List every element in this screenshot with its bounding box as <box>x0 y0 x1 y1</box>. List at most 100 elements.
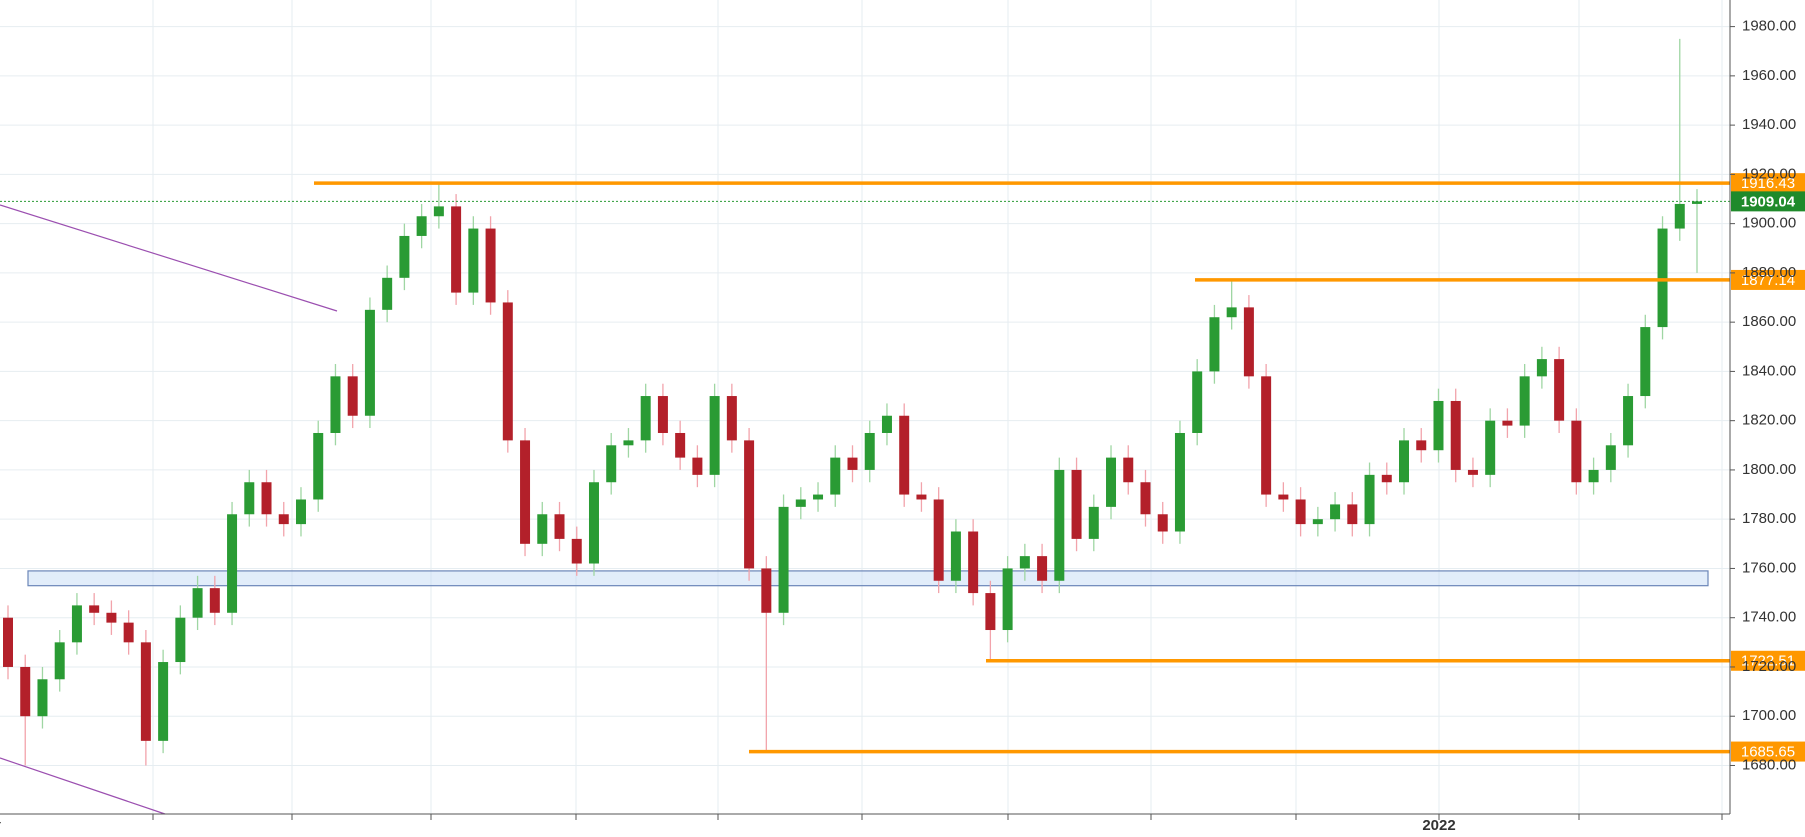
x-tick-label: r <box>0 817 1 834</box>
y-tick-label: 1820.00 <box>1742 412 1796 429</box>
candle-body <box>1536 359 1547 377</box>
candle-body <box>227 514 238 613</box>
candle-body <box>123 622 134 643</box>
candle-body <box>1123 457 1134 483</box>
support-zone <box>27 570 1709 587</box>
candle-body <box>692 457 703 475</box>
zone-layer <box>27 570 1709 587</box>
candle-body <box>675 432 686 458</box>
candle-body <box>1657 228 1668 328</box>
candle-body <box>1605 445 1616 470</box>
y-tick-label: 1880.00 <box>1742 264 1796 281</box>
candle-body <box>864 432 875 470</box>
candle-body <box>1088 506 1099 539</box>
candle-body <box>623 440 634 446</box>
candle-body <box>1209 317 1220 372</box>
candle-body <box>295 499 306 525</box>
candle-body <box>1381 474 1392 483</box>
candle-body <box>1674 203 1685 229</box>
y-tick-label: 1860.00 <box>1742 313 1796 330</box>
level-label: 1916.43 <box>1741 175 1795 192</box>
y-tick-label: 1900.00 <box>1742 215 1796 232</box>
candle-body <box>1019 556 1030 569</box>
candle-body <box>1243 307 1254 377</box>
candle-body <box>657 396 668 433</box>
candle-body <box>1640 327 1651 397</box>
candle-body <box>1571 420 1582 483</box>
candle-body <box>899 415 910 495</box>
candle-body <box>244 482 255 515</box>
level-label-bg <box>1731 173 1805 194</box>
candle-body <box>1174 432 1185 532</box>
candle-body <box>1502 420 1513 426</box>
candle-body <box>1106 457 1117 507</box>
levels: 1916.43 1877.14 1722.51 1685.65 1909.04 <box>0 173 1805 762</box>
candle-body <box>588 482 599 564</box>
candle-body <box>950 531 961 581</box>
last-price-label: 1909.04 <box>1741 193 1796 210</box>
candle-body <box>468 228 479 293</box>
candle-body <box>175 617 186 663</box>
y-tick-label: 1680.00 <box>1742 756 1796 773</box>
candle-body <box>933 499 944 581</box>
candle-body <box>778 506 789 613</box>
y-tick-label: 1700.00 <box>1742 707 1796 724</box>
candle-body <box>502 302 513 441</box>
candle-body <box>1330 504 1341 520</box>
x-tick-label: 2022 <box>1422 817 1455 834</box>
candle-body <box>1140 482 1151 515</box>
candle-body <box>537 514 548 544</box>
candle-body <box>278 514 289 525</box>
candle-body <box>1312 519 1323 525</box>
candle-body <box>985 593 996 631</box>
level-label: 1685.65 <box>1741 744 1795 761</box>
candle-body <box>433 206 444 217</box>
candle-body <box>1347 504 1358 525</box>
candle-body <box>1623 396 1634 446</box>
candle-body <box>416 216 427 236</box>
candle-body <box>795 499 806 507</box>
candles <box>3 38 1702 766</box>
candle-body <box>813 494 824 500</box>
candle-body <box>261 482 272 515</box>
candle-body <box>1399 440 1410 483</box>
candle-body <box>485 228 496 303</box>
candle-body <box>140 642 151 741</box>
candle-body <box>916 494 927 500</box>
candle-body <box>709 396 720 475</box>
candle-body <box>106 612 117 623</box>
candle-body <box>726 396 737 441</box>
candle-body <box>71 605 82 643</box>
last-price-bg <box>1731 191 1805 212</box>
candle-body <box>571 538 582 564</box>
candle-body <box>1692 201 1702 204</box>
candle-body <box>1364 474 1375 525</box>
y-tick-label: 1740.00 <box>1742 609 1796 626</box>
trend-line <box>0 204 338 312</box>
candle-body <box>399 235 410 278</box>
candle-body <box>1002 568 1013 631</box>
candle-body <box>606 445 617 483</box>
candle-body <box>761 568 772 613</box>
y-tick-label: 1960.00 <box>1742 67 1796 84</box>
candle-body <box>37 679 48 717</box>
candle-body <box>1588 469 1599 483</box>
x-ticks <box>152 814 1723 820</box>
candle-body <box>1433 400 1444 451</box>
candle-body <box>1071 469 1082 539</box>
candle-body <box>1450 400 1461 470</box>
y-tick-label: 1940.00 <box>1742 116 1796 133</box>
candle-body <box>1054 469 1065 581</box>
candle-body <box>640 396 651 441</box>
y-tick-label: 1800.00 <box>1742 461 1796 478</box>
candle-body <box>192 588 203 618</box>
y-tick-label: 1720.00 <box>1742 658 1796 675</box>
candle-body <box>89 605 100 613</box>
level-label-bg <box>1731 741 1805 762</box>
y-tick-label: 1760.00 <box>1742 559 1796 576</box>
candle-body <box>1226 307 1237 318</box>
candle-body <box>3 617 13 667</box>
candle-body <box>1467 469 1478 475</box>
candle-body <box>968 531 979 594</box>
